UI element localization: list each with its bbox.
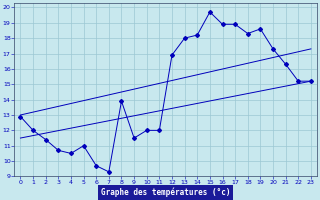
- X-axis label: Graphe des températures (°c): Graphe des températures (°c): [101, 188, 230, 197]
